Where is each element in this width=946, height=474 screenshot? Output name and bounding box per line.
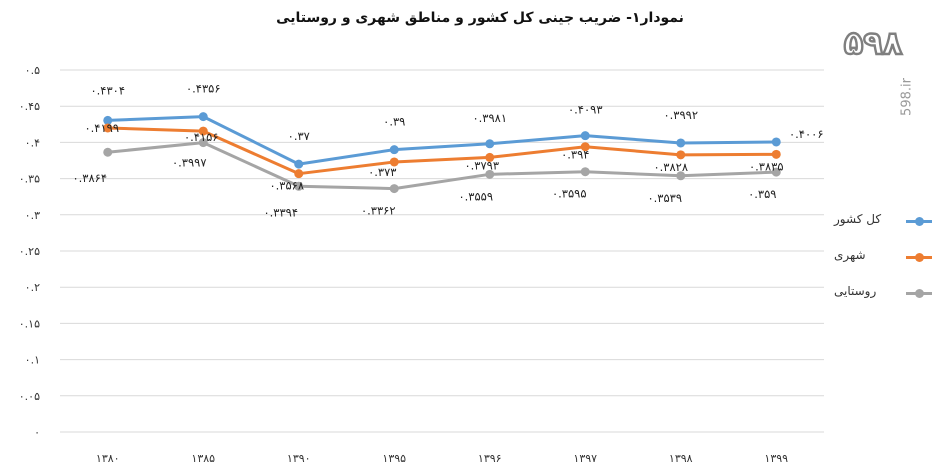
data-point xyxy=(103,147,113,157)
data-label: ۰.۳۹۹۷ xyxy=(172,156,207,170)
y-tick-label: ۰.۰۵ xyxy=(19,390,40,403)
legend-label-urban: شهری xyxy=(834,248,866,262)
data-point xyxy=(771,149,781,159)
data-label: ۰.۳۵۹۵ xyxy=(552,187,587,201)
legend: کل کشور شهری روستایی xyxy=(834,210,944,318)
x-tick-label: ۱۳۹۷ xyxy=(573,452,597,465)
data-point xyxy=(771,137,781,147)
data-point xyxy=(294,181,304,191)
legend-swatch-rural xyxy=(906,288,932,298)
data-label: ۰.۴۳۰۴ xyxy=(90,83,125,97)
y-tick-label: ۰.۵ xyxy=(25,64,40,77)
data-label: ۰.۳۵۵۹ xyxy=(458,189,493,203)
data-point xyxy=(485,139,495,149)
legend-label-rural: روستایی xyxy=(834,284,877,298)
data-label: ۰.۳۳۹۴ xyxy=(263,205,298,219)
data-label: ۰.۳۷ xyxy=(288,129,310,143)
data-point xyxy=(103,123,113,133)
x-tick-label: ۱۳۹۹ xyxy=(764,452,788,465)
data-point xyxy=(103,115,113,125)
data-point xyxy=(389,184,399,194)
legend-item-urban: شهری xyxy=(834,246,944,268)
x-tick-label: ۱۳۹۶ xyxy=(478,452,502,465)
x-tick-label: ۱۳۹۰ xyxy=(287,452,311,465)
data-label: ۰.۴۰۰۶ xyxy=(789,127,824,141)
x-tick-label: ۱۳۸۰ xyxy=(96,452,120,465)
data-point xyxy=(676,150,686,160)
y-tick-label: ۰.۲ xyxy=(25,281,40,294)
data-labels: ۰.۴۳۰۴ ۰.۴۳۵۶ ۰.۳۷ ۰.۳۹ ۰.۳۹۸۱ ۰.۴۰۹۳ ۰.۳۹۹۲ ۰.… xyxy=(72,82,823,220)
data-point xyxy=(198,138,208,148)
data-label: ۰.۴۱۵۶ xyxy=(184,130,219,144)
watermark-logo-text: ۵۹۸ xyxy=(844,24,903,62)
data-point xyxy=(771,167,781,177)
data-label: ۰.۳۵۹ xyxy=(748,187,776,201)
series-line xyxy=(107,126,777,176)
data-label: ۰.۴۰۹۳ xyxy=(568,103,603,117)
data-point xyxy=(485,169,495,179)
data-label: ۰.۳۸۲۸ xyxy=(653,160,688,174)
data-label: ۰.۳۷۳ xyxy=(368,165,396,179)
gridlines xyxy=(60,69,824,433)
data-label: ۰.۳۵۶۸ xyxy=(269,179,304,193)
y-tick-label: ۰.۴ xyxy=(25,136,40,149)
data-label: ۰.۳۹ xyxy=(383,115,405,129)
x-tick-label: ۱۳۸۵ xyxy=(191,452,215,465)
y-tick-label: ۰.۱۵ xyxy=(19,317,40,330)
x-tick-label: ۱۳۹۸ xyxy=(669,452,693,465)
data-label: ۰.۴۳۵۶ xyxy=(186,82,221,96)
data-label: ۰.۳۹۴ xyxy=(561,148,589,162)
chart-title: نمودار۱- ضریب جینی کل کشور و مناطق شهری … xyxy=(276,10,684,26)
data-point xyxy=(676,138,686,148)
y-tick-label: ۰ xyxy=(34,426,40,439)
data-point xyxy=(676,171,686,181)
data-point xyxy=(294,159,304,169)
data-label: ۰.۳۸۳۵ xyxy=(749,159,784,173)
data-label: ۰.۳۵۳۹ xyxy=(647,191,682,205)
data-point xyxy=(580,131,590,141)
data-label: ۰.۳۳۶۲ xyxy=(361,204,396,218)
y-tick-label: ۰.۴۵ xyxy=(19,100,40,113)
data-label: ۰.۳۷۹۳ xyxy=(464,158,499,172)
x-axis-ticks: ۱۳۸۰ ۱۳۸۵ ۱۳۹۰ ۱۳۹۵ ۱۳۹۶ ۱۳۹۷ ۱۳۹۸ ۱۳۹۹ xyxy=(96,452,788,465)
data-point xyxy=(198,126,208,136)
data-label: ۰.۳۹۸۱ xyxy=(472,111,507,125)
y-tick-label: ۰.۱ xyxy=(25,354,40,367)
y-tick-label: ۰.۳۵ xyxy=(19,173,40,186)
data-label: ۰.۳۸۶۴ xyxy=(72,171,107,185)
data-point xyxy=(485,152,495,162)
data-point xyxy=(294,169,304,179)
legend-item-total: کل کشور xyxy=(834,210,944,232)
data-point xyxy=(580,142,590,152)
data-point xyxy=(389,157,399,167)
data-point xyxy=(389,145,399,155)
series-line xyxy=(107,141,777,191)
data-label: ۰.۴۱۹۹ xyxy=(84,121,119,135)
data-point xyxy=(580,167,590,177)
data-point xyxy=(198,112,208,122)
data-label: ۰.۳۹۹۲ xyxy=(663,108,698,122)
legend-label-total: کل کشور xyxy=(834,212,882,226)
legend-swatch-total xyxy=(906,216,932,226)
x-tick-label: ۱۳۹۵ xyxy=(382,452,406,465)
series-line xyxy=(107,115,777,166)
y-tick-label: ۰.۳ xyxy=(25,209,40,222)
y-tick-label: ۰.۲۵ xyxy=(19,245,40,258)
y-axis-ticks: ۰ ۰.۰۵ ۰.۱ ۰.۱۵ ۰.۲ ۰.۲۵ ۰.۳ ۰.۳۵ ۰.۴ ۰.۴۵ ۰.۵ xyxy=(19,64,40,439)
legend-swatch-urban xyxy=(906,252,932,262)
series-lines xyxy=(103,112,781,194)
legend-item-rural: روستایی xyxy=(834,282,944,304)
watermark-logo: ۵۹۸ xyxy=(843,23,904,63)
